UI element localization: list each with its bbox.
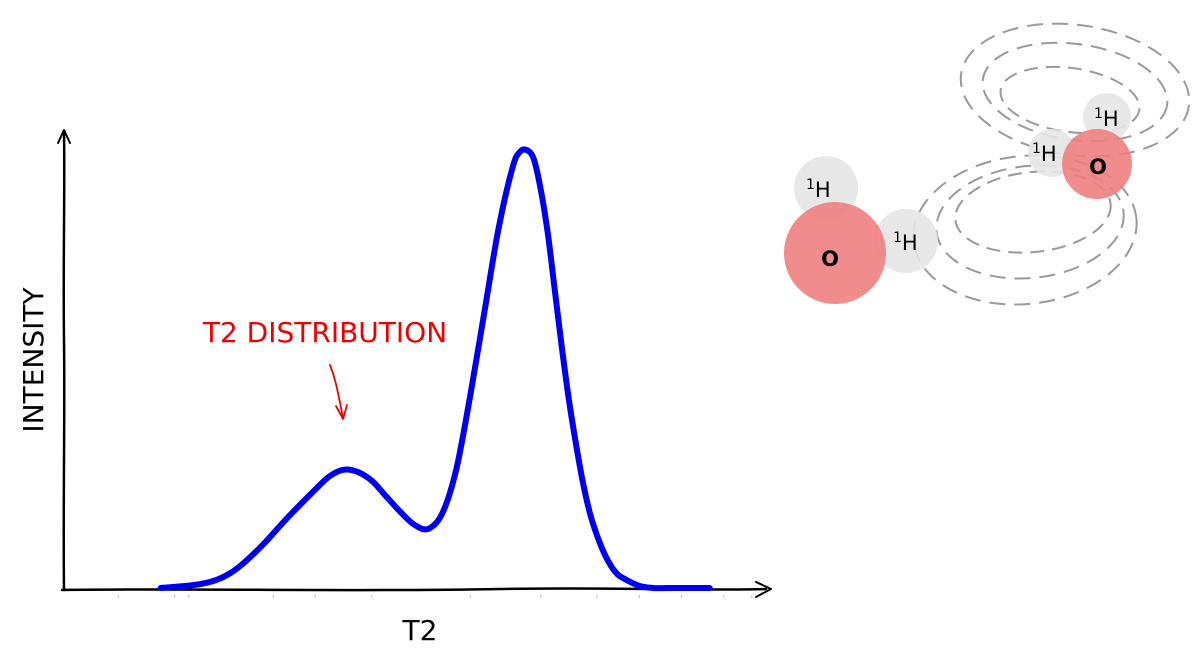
hydrogen-atom-circle bbox=[1083, 93, 1131, 141]
field-line bbox=[912, 154, 1138, 306]
series-line-0 bbox=[157, 146, 713, 592]
water-molecule-left: O 1H 1H bbox=[784, 156, 938, 304]
oxygen-atom-circle bbox=[1062, 129, 1132, 199]
water-molecule-right: O 1H 1H bbox=[1028, 93, 1132, 199]
oxygen-atom-circle bbox=[784, 202, 886, 304]
field-lines bbox=[912, 22, 1191, 306]
y-axis-arrowhead bbox=[57, 129, 71, 144]
annotation: T2 DISTRIBUTION bbox=[202, 316, 447, 420]
field-line bbox=[954, 170, 1112, 254]
field-line bbox=[999, 65, 1141, 135]
x-axis-ticks bbox=[117, 595, 753, 598]
annotation-arrow bbox=[329, 364, 344, 419]
x-axis-arrowhead bbox=[755, 581, 772, 598]
annotation-arrowhead bbox=[335, 404, 348, 420]
field-line bbox=[959, 22, 1191, 158]
hydrogen-atom-label: 1H bbox=[893, 230, 918, 255]
x-axis-title: T2 bbox=[402, 614, 438, 647]
y-axis-line bbox=[62, 130, 66, 592]
annotation-label: T2 DISTRIBUTION bbox=[202, 316, 447, 349]
hydrogen-atom-circle bbox=[874, 209, 938, 273]
hydrogen-atom-label: 1H bbox=[1032, 141, 1057, 166]
oxygen-atom-label: O bbox=[821, 247, 839, 271]
water-molecules-illustration: O 1H 1H O 1H 1H bbox=[784, 22, 1191, 306]
y-axis-title: INTENSITY bbox=[17, 287, 50, 433]
field-line bbox=[981, 41, 1169, 143]
t2-distribution-chart: T2 INTENSITY T2 DISTRIBUTION bbox=[17, 129, 772, 647]
hydrogen-atom-label: 1H bbox=[1094, 106, 1119, 131]
series-layer bbox=[157, 146, 713, 592]
oxygen-atom-label: O bbox=[1089, 155, 1107, 179]
hydrogen-atom-label: 1H bbox=[806, 177, 831, 202]
